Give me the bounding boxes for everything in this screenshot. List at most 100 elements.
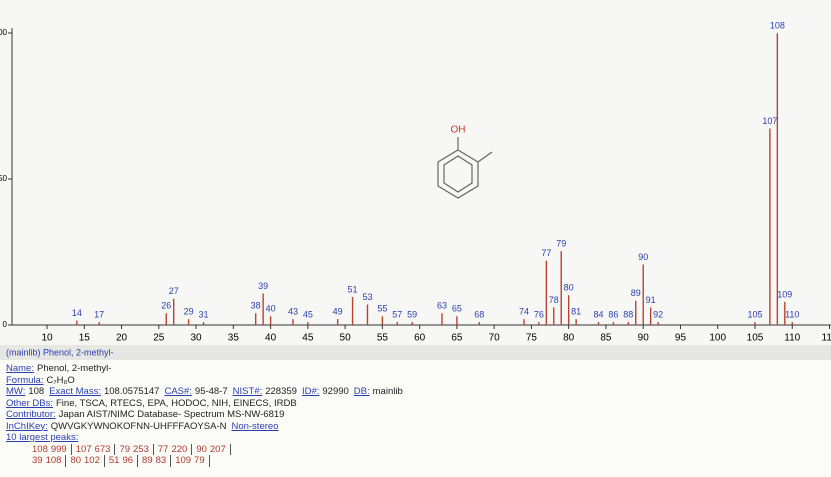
info-key: Other DBs:	[6, 398, 53, 409]
info-line: Contributor:Japan AIST/NIMC Database- Sp…	[6, 409, 825, 421]
peak-label: 107	[762, 116, 777, 126]
x-tick-label: 80	[563, 333, 575, 344]
peak-label: 57	[392, 309, 402, 319]
x-tick-label: 25	[153, 333, 165, 344]
info-value: mainlib	[373, 386, 403, 397]
info-value: 228359	[265, 386, 297, 397]
peak-label: 17	[94, 309, 104, 319]
peak-label: 74	[519, 307, 529, 317]
peak-label: 108	[770, 21, 785, 31]
x-tick-label: 65	[451, 333, 463, 344]
info-key: InChIKey:	[6, 421, 48, 432]
x-tick-label: 55	[377, 333, 389, 344]
x-tick-label: 30	[191, 333, 203, 344]
info-value: Fine, TSCA, RTECS, EPA, HODOC, NIH, EINE…	[56, 398, 297, 409]
peaks-title: 10 largest peaks:	[6, 432, 78, 444]
info-line: Name:Phenol, 2-methyl-	[6, 363, 825, 375]
peak-label: 80	[564, 283, 574, 293]
info-line: Formula:C₇H₈O	[6, 375, 825, 387]
peak-mz: 90	[196, 444, 207, 455]
x-tick-label: 15	[79, 333, 91, 344]
peak-abundance: 220	[171, 444, 187, 455]
y-tick-label: 100	[0, 28, 8, 37]
y-tick-label: 0	[3, 320, 8, 329]
info-value: QWVGKYWNOKOFNN-UHFFFAOYSA-N	[51, 421, 227, 432]
peak-mz: 80	[70, 455, 81, 466]
peak-label: 26	[161, 301, 171, 311]
structure	[438, 137, 492, 198]
peak-label: 76	[534, 309, 544, 319]
info-value: Phenol, 2-methyl-	[37, 363, 111, 374]
peak-label: 27	[169, 286, 179, 296]
info-key: Contributor:	[6, 409, 56, 420]
spectrum-title: (mainlib) Phenol, 2-methyl-	[6, 347, 114, 357]
x-tick-label: 40	[265, 333, 277, 344]
peak-label: 88	[623, 309, 633, 319]
info-line: Other DBs:Fine, TSCA, RTECS, EPA, HODOC,…	[6, 398, 825, 410]
info-key: DB:	[354, 386, 370, 397]
info-value: 108.0575147	[104, 386, 159, 397]
peak-label: 43	[288, 307, 298, 317]
peak-label: 38	[251, 301, 261, 311]
peak-abundance: 673	[95, 444, 111, 455]
peak-mz: 109	[175, 455, 191, 466]
info-key: ID#:	[302, 386, 319, 397]
peak-label: 40	[266, 304, 276, 314]
info-key: Name:	[6, 363, 34, 374]
x-tick-label: 70	[489, 333, 501, 344]
peak-label: 31	[199, 309, 209, 319]
peak-abundance: 96	[122, 455, 133, 466]
peak-label: 63	[437, 301, 447, 311]
peak-mz: 107	[76, 444, 92, 455]
peak-label: 49	[333, 307, 343, 317]
peak-label: 53	[362, 292, 372, 302]
info-key: Formula:	[6, 375, 43, 386]
peak-mz: 77	[158, 444, 169, 455]
peak-label: 89	[631, 288, 641, 298]
peak-abundance: 102	[84, 455, 100, 466]
x-tick-label: 20	[116, 333, 128, 344]
peak-label: 77	[541, 248, 551, 258]
x-tick-label: 90	[638, 333, 650, 344]
x-tick-label: 105	[747, 333, 764, 344]
x-tick-label: 115	[822, 333, 831, 344]
x-tick-label: 35	[228, 333, 240, 344]
peak-label: 68	[474, 309, 484, 319]
peak-label: 84	[593, 309, 603, 319]
info-value: 95-48-7	[195, 386, 228, 397]
page: {"chart_data": {"type": "bar", "title": …	[0, 0, 831, 477]
peak-mz: 79	[119, 444, 130, 455]
info-line: InChIKey:QWVGKYWNOKOFNN-UHFFFAOYSA-N Non-…	[6, 421, 825, 433]
info-key: Exact Mass:	[49, 386, 101, 397]
structure-label: OH	[451, 125, 466, 136]
peak-label: 109	[777, 289, 792, 299]
peak-label: 14	[72, 308, 82, 318]
peak-label: 110	[785, 309, 799, 319]
peak-label: 86	[608, 309, 618, 319]
x-tick-label: 110	[784, 333, 800, 344]
peak-label: 92	[653, 309, 663, 319]
x-tick-label: 60	[414, 333, 426, 344]
peak-abundance: 207	[210, 444, 226, 455]
peak-label: 65	[452, 304, 462, 314]
info-value: C₇H₈O	[46, 375, 74, 386]
peak-label: 59	[407, 309, 417, 319]
header-bar	[0, 345, 831, 360]
info-key: Non-stereo	[231, 421, 278, 432]
peak-label: 78	[549, 295, 559, 305]
peak-abundance: 999	[51, 444, 67, 455]
chart: OH (mainlib) Phenol, 2-methyl- 050100101…	[0, 0, 831, 360]
peak-label: 91	[646, 295, 656, 305]
